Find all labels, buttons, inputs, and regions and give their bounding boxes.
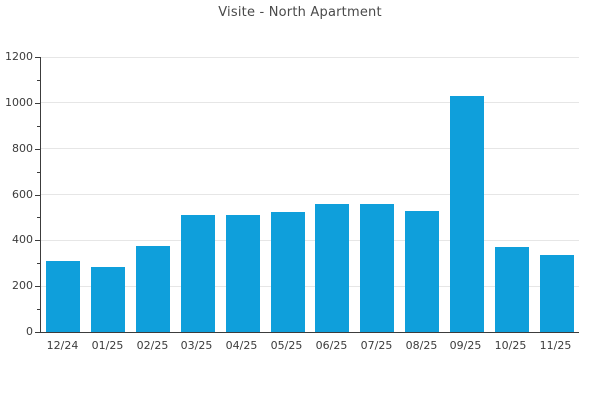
y-tick-label-800: 800 — [12, 142, 33, 155]
x-tick-label-02/25: 02/25 — [136, 339, 169, 352]
bar-10/25 — [494, 247, 529, 332]
x-tick-label-07/25: 07/25 — [360, 339, 393, 352]
bar-04/25 — [225, 215, 260, 332]
x-tick-label-10/25: 10/25 — [494, 339, 527, 352]
bar-03/25 — [180, 215, 215, 332]
bar-07/25 — [360, 204, 395, 332]
gridline-y-400 — [41, 239, 579, 241]
y-tick-label-1000: 1000 — [5, 96, 33, 109]
bar-06/25 — [315, 204, 350, 332]
x-tick-label-09/25: 09/25 — [449, 339, 482, 352]
bar-09/25 — [449, 96, 484, 332]
y-tick-label-0: 0 — [26, 325, 33, 338]
gridline-y-1200 — [41, 56, 579, 58]
y-tick-label-600: 600 — [12, 188, 33, 201]
x-tick-label-03/25: 03/25 — [180, 339, 213, 352]
bar-08/25 — [405, 211, 440, 332]
y-tick-label-400: 400 — [12, 233, 33, 246]
bar-02/25 — [136, 246, 171, 332]
bar-11/25 — [539, 255, 574, 332]
x-tick-label-12/24: 12/24 — [46, 339, 79, 352]
x-tick-label-11/25: 11/25 — [539, 339, 572, 352]
bar-05/25 — [270, 212, 305, 332]
plot-area — [40, 56, 579, 333]
bar-12/24 — [46, 261, 81, 332]
x-tick-label-05/25: 05/25 — [270, 339, 303, 352]
x-tick-label-06/25: 06/25 — [315, 339, 348, 352]
y-tick-label-200: 200 — [12, 279, 33, 292]
x-tick-label-01/25: 01/25 — [91, 339, 124, 352]
bar-01/25 — [91, 267, 126, 332]
gridline-y-1000 — [41, 102, 579, 104]
y-tick-label-1200: 1200 — [5, 50, 33, 63]
x-tick-label-04/25: 04/25 — [225, 339, 258, 352]
gridline-y-600 — [41, 194, 579, 195]
gridline-y-200 — [41, 285, 579, 287]
x-tick-label-08/25: 08/25 — [405, 339, 438, 352]
chart-title: Visite - North Apartment — [218, 5, 382, 20]
gridline-y-800 — [41, 148, 579, 150]
